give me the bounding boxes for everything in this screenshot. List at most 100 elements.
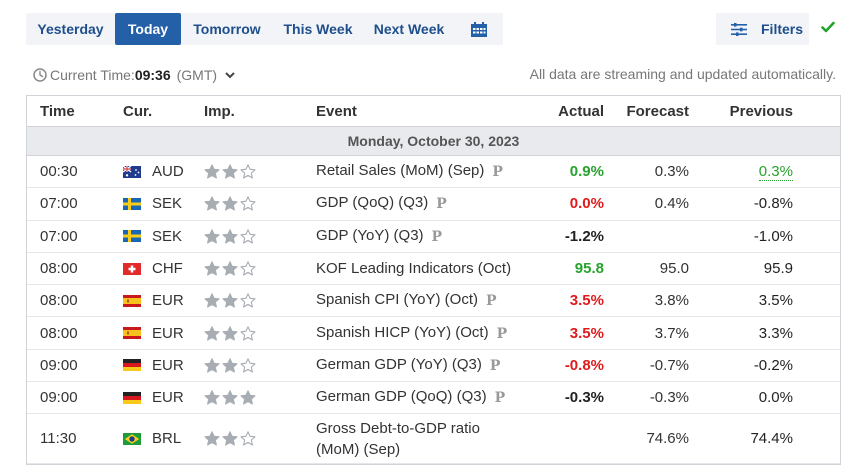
star-filled-icon: [204, 358, 220, 373]
currency-code: BRL: [152, 430, 182, 448]
star-empty-icon: [240, 358, 256, 373]
event-title[interactable]: Spanish CPI (YoY) (Oct): [316, 291, 479, 309]
filters-button[interactable]: Filters: [716, 13, 809, 45]
star-filled-icon: [222, 228, 238, 244]
event-title[interactable]: German GDP (YoY) (Q3): [316, 355, 482, 373]
event-name[interactable]: German GDP (QoQ) (Q3) P: [313, 386, 512, 409]
flag-ch-icon: [123, 262, 141, 275]
currency-code: AUD: [152, 163, 184, 181]
previous-value: 0.0%: [758, 389, 793, 407]
event-name[interactable]: GDP (YoY) (Q3) P: [313, 225, 512, 248]
flag-br-icon: [123, 432, 141, 445]
column-header-event[interactable]: Event: [316, 102, 357, 120]
preliminary-icon: P: [492, 164, 503, 181]
event-name[interactable]: Retail Sales (MoM) (Sep) P: [313, 160, 512, 183]
star-filled-icon: [204, 293, 220, 308]
star-filled-icon: [222, 293, 238, 308]
star-filled-icon: [222, 390, 238, 405]
event-time: 08:00: [40, 324, 78, 342]
previous-value: 3.5%: [758, 292, 793, 310]
tab-this-week[interactable]: This Week: [283, 21, 353, 37]
date-range-tabs: Yesterday Today Tomorrow This Week Next …: [26, 13, 503, 45]
table-row[interactable]: 08:00 CHF KOF Leading Indicators (Oct) 95.8…: [27, 253, 840, 286]
flag-se-icon: [123, 197, 141, 210]
tab-today[interactable]: Today: [115, 13, 181, 45]
table-row[interactable]: 07:00 SEK GDP (QoQ) (Q3) P 0.0% 0.4% -0.8%: [27, 188, 840, 221]
star-filled-icon: [222, 358, 238, 373]
tab-yesterday[interactable]: Yesterday: [37, 21, 104, 37]
flag-es-icon: [123, 327, 141, 340]
actual-value: 0.0%: [569, 195, 604, 213]
event-name[interactable]: GDP (QoQ) (Q3) P: [313, 192, 512, 215]
star-filled-icon: [204, 196, 220, 211]
flag-se-icon: [123, 230, 141, 243]
previous-value: -0.8%: [753, 195, 793, 213]
previous-value: -0.2%: [753, 356, 793, 374]
flag-de-icon: [123, 391, 141, 404]
event-time: 00:30: [40, 163, 78, 181]
star-empty-icon: [240, 325, 256, 341]
star-filled-icon: [204, 164, 220, 179]
timezone-label: (GMT): [176, 67, 218, 83]
forecast-value: 0.3%: [654, 163, 689, 181]
event-title[interactable]: Spanish HICP (YoY) (Oct): [316, 323, 489, 341]
currency-cell: EUR: [115, 389, 201, 406]
current-time-selector[interactable]: Current Time: 09:36 (GMT): [33, 66, 235, 84]
table-row[interactable]: 09:00 EUR German GDP (QoQ) (Q3) P -0.3% -0.3%…: [27, 382, 840, 415]
column-header-currency[interactable]: Cur.: [123, 102, 153, 120]
table-row[interactable]: 07:00 SEK GDP (YoY) (Q3) P -1.2% -1.0%: [27, 221, 840, 253]
event-time: 07:00: [40, 227, 78, 245]
currency-cell: EUR: [115, 292, 201, 309]
currency-cell: BRL: [115, 430, 201, 447]
importance-stars: [201, 325, 313, 341]
star-filled-icon: [204, 228, 220, 244]
actual-value: 0.9%: [569, 163, 604, 181]
event-name[interactable]: Spanish CPI (YoY) (Oct) P: [313, 289, 512, 312]
table-row[interactable]: 09:00 EUR German GDP (YoY) (Q3) P -0.8% -0.7%…: [27, 350, 840, 383]
event-title[interactable]: Gross Debt-to-GDP ratio (MoM) (Sep): [316, 419, 480, 458]
table-row[interactable]: 08:00 EUR Spanish HICP (YoY) (Oct) P 3.5% 3.7…: [27, 317, 840, 350]
preliminary-icon: P: [489, 357, 501, 374]
event-title[interactable]: Retail Sales (MoM) (Sep): [316, 162, 485, 180]
table-row[interactable]: 11:30 BRL Gross Debt-to-GDP ratio (MoM) (S…: [27, 414, 840, 465]
star-filled-icon: [222, 164, 238, 179]
preliminary-icon: P: [431, 228, 443, 245]
preliminary-icon: P: [494, 390, 506, 407]
currency-cell: CHF: [115, 260, 201, 277]
event-name[interactable]: Gross Debt-to-GDP ratio (MoM) (Sep): [313, 418, 512, 460]
star-filled-icon: [222, 325, 238, 341]
check-icon: [821, 21, 835, 33]
event-title[interactable]: GDP (QoQ) (Q3): [316, 194, 429, 212]
flag-es-icon: [123, 294, 141, 307]
preliminary-icon: P: [496, 325, 508, 342]
currency-code: EUR: [152, 292, 184, 310]
previous-value-cell: 3.5%: [689, 292, 793, 309]
currency-code: EUR: [152, 324, 184, 342]
calendar-button[interactable]: [455, 13, 503, 45]
column-header-forecast[interactable]: Forecast: [626, 102, 689, 120]
event-name[interactable]: Spanish HICP (YoY) (Oct) P: [313, 322, 512, 345]
star-empty-icon: [240, 164, 256, 179]
importance-stars: [201, 293, 313, 308]
column-header-previous[interactable]: Previous: [729, 102, 793, 120]
column-header-time[interactable]: Time: [40, 102, 75, 120]
table-row[interactable]: 00:30 AUD Retail Sales (MoM) (Sep) P 0.9% 0.3…: [27, 156, 840, 189]
current-time-value: 09:36: [134, 67, 171, 83]
calendar-icon: [471, 21, 487, 37]
date-heading: Monday, October 30, 2023: [27, 127, 840, 156]
table-row[interactable]: 08:00 EUR Spanish CPI (YoY) (Oct) P 3.5% 3.8%…: [27, 285, 840, 318]
event-name[interactable]: German GDP (YoY) (Q3) P: [313, 354, 512, 377]
tab-next-week[interactable]: Next Week: [373, 21, 445, 37]
column-header-importance[interactable]: Imp.: [204, 102, 235, 120]
tab-tomorrow[interactable]: Tomorrow: [193, 21, 261, 37]
column-header-actual[interactable]: Actual: [558, 102, 604, 120]
table-header: Time Cur. Imp. Event Actual Forecast Pre…: [27, 96, 840, 127]
event-title[interactable]: German GDP (QoQ) (Q3): [316, 388, 487, 406]
actual-value: -0.3%: [564, 389, 604, 407]
flag-au-icon: [123, 165, 141, 178]
star-empty-icon: [240, 293, 256, 308]
star-filled-icon: [204, 390, 220, 405]
event-title[interactable]: KOF Leading Indicators (Oct): [316, 260, 512, 278]
event-name[interactable]: KOF Leading Indicators (Oct): [313, 258, 512, 279]
event-title[interactable]: GDP (YoY) (Q3): [316, 226, 424, 244]
